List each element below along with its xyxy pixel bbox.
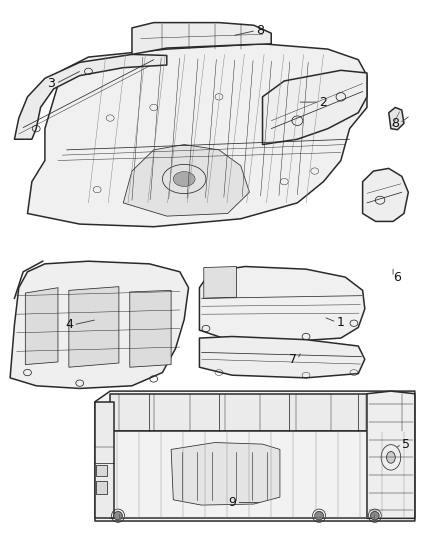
Polygon shape <box>10 261 188 389</box>
Text: 4: 4 <box>65 318 73 332</box>
Text: 6: 6 <box>393 271 401 284</box>
Polygon shape <box>199 336 365 378</box>
Polygon shape <box>28 44 367 227</box>
Polygon shape <box>130 290 171 367</box>
Text: 8: 8 <box>391 117 399 130</box>
Polygon shape <box>14 54 167 139</box>
Polygon shape <box>367 391 415 519</box>
Polygon shape <box>171 442 280 505</box>
Polygon shape <box>95 391 415 521</box>
Text: 3: 3 <box>47 77 55 90</box>
Polygon shape <box>110 431 410 519</box>
Polygon shape <box>95 402 114 519</box>
Polygon shape <box>123 144 250 216</box>
Text: 5: 5 <box>402 438 410 450</box>
Polygon shape <box>110 394 410 431</box>
Text: 7: 7 <box>289 353 297 366</box>
Ellipse shape <box>114 512 122 520</box>
Text: 1: 1 <box>337 316 345 329</box>
Ellipse shape <box>315 512 323 520</box>
Polygon shape <box>363 168 408 221</box>
Polygon shape <box>25 288 58 365</box>
Polygon shape <box>262 70 367 144</box>
Polygon shape <box>389 108 404 130</box>
Text: 2: 2 <box>319 95 327 109</box>
Polygon shape <box>199 266 365 342</box>
Polygon shape <box>96 465 107 476</box>
Polygon shape <box>132 22 271 54</box>
Text: 9: 9 <box>228 496 236 509</box>
Polygon shape <box>69 287 119 367</box>
Ellipse shape <box>371 512 379 520</box>
Polygon shape <box>204 266 237 298</box>
Text: 8: 8 <box>256 24 265 37</box>
Ellipse shape <box>387 451 395 463</box>
Polygon shape <box>96 481 107 495</box>
Ellipse shape <box>173 172 195 187</box>
